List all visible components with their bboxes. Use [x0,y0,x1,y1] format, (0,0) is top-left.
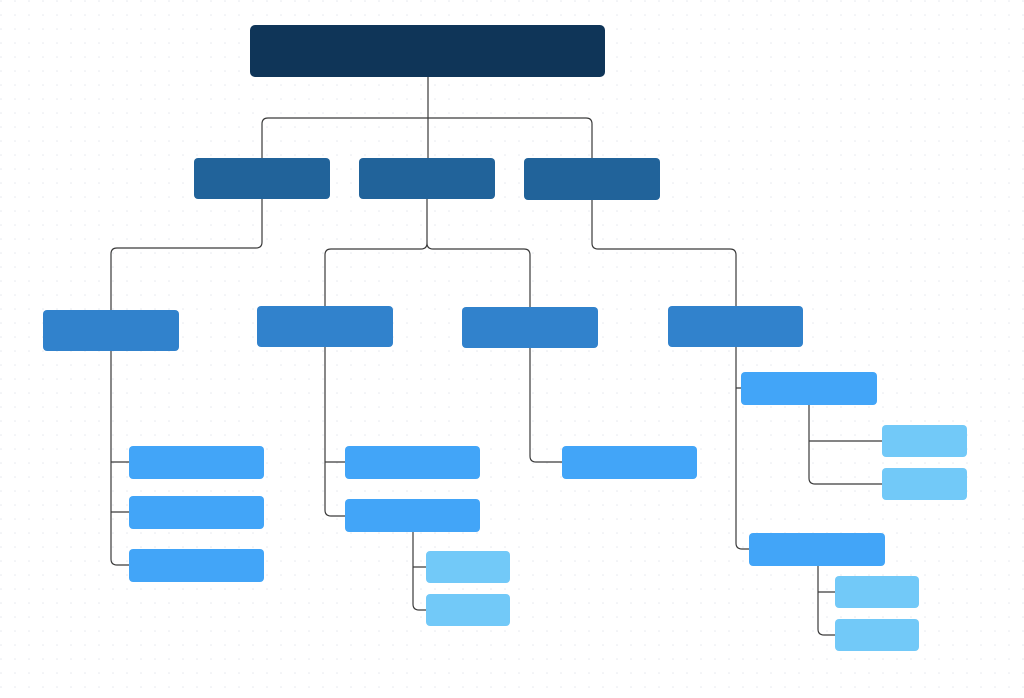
level4-node [882,425,967,457]
level1-node [359,158,495,199]
level3-node [129,496,264,529]
connector [261,77,593,158]
connector [324,347,345,517]
level3-node [345,446,480,479]
connector [110,199,263,310]
level3-node [741,372,877,405]
level2-node [43,310,179,351]
connector [529,348,562,463]
level2-node [257,306,393,347]
connector [591,200,737,306]
level3-node [749,533,885,566]
level4-node [882,468,967,500]
level2-node [668,306,803,347]
connector [808,405,882,485]
level1-node [194,158,330,199]
connector [324,199,531,307]
level4-node [835,576,919,608]
level3-node [129,446,264,479]
nodes [43,25,967,651]
connector [735,347,749,550]
connector [817,566,835,636]
root-node [250,25,605,77]
level3-node [345,499,480,532]
connectors [110,77,882,636]
level4-node [426,594,510,626]
level2-node [462,307,598,348]
connector [412,532,426,611]
level4-node [835,619,919,651]
level3-node [129,549,264,582]
level3-node [562,446,697,479]
level1-node [524,158,660,200]
level4-node [426,551,510,583]
connector [110,351,129,566]
